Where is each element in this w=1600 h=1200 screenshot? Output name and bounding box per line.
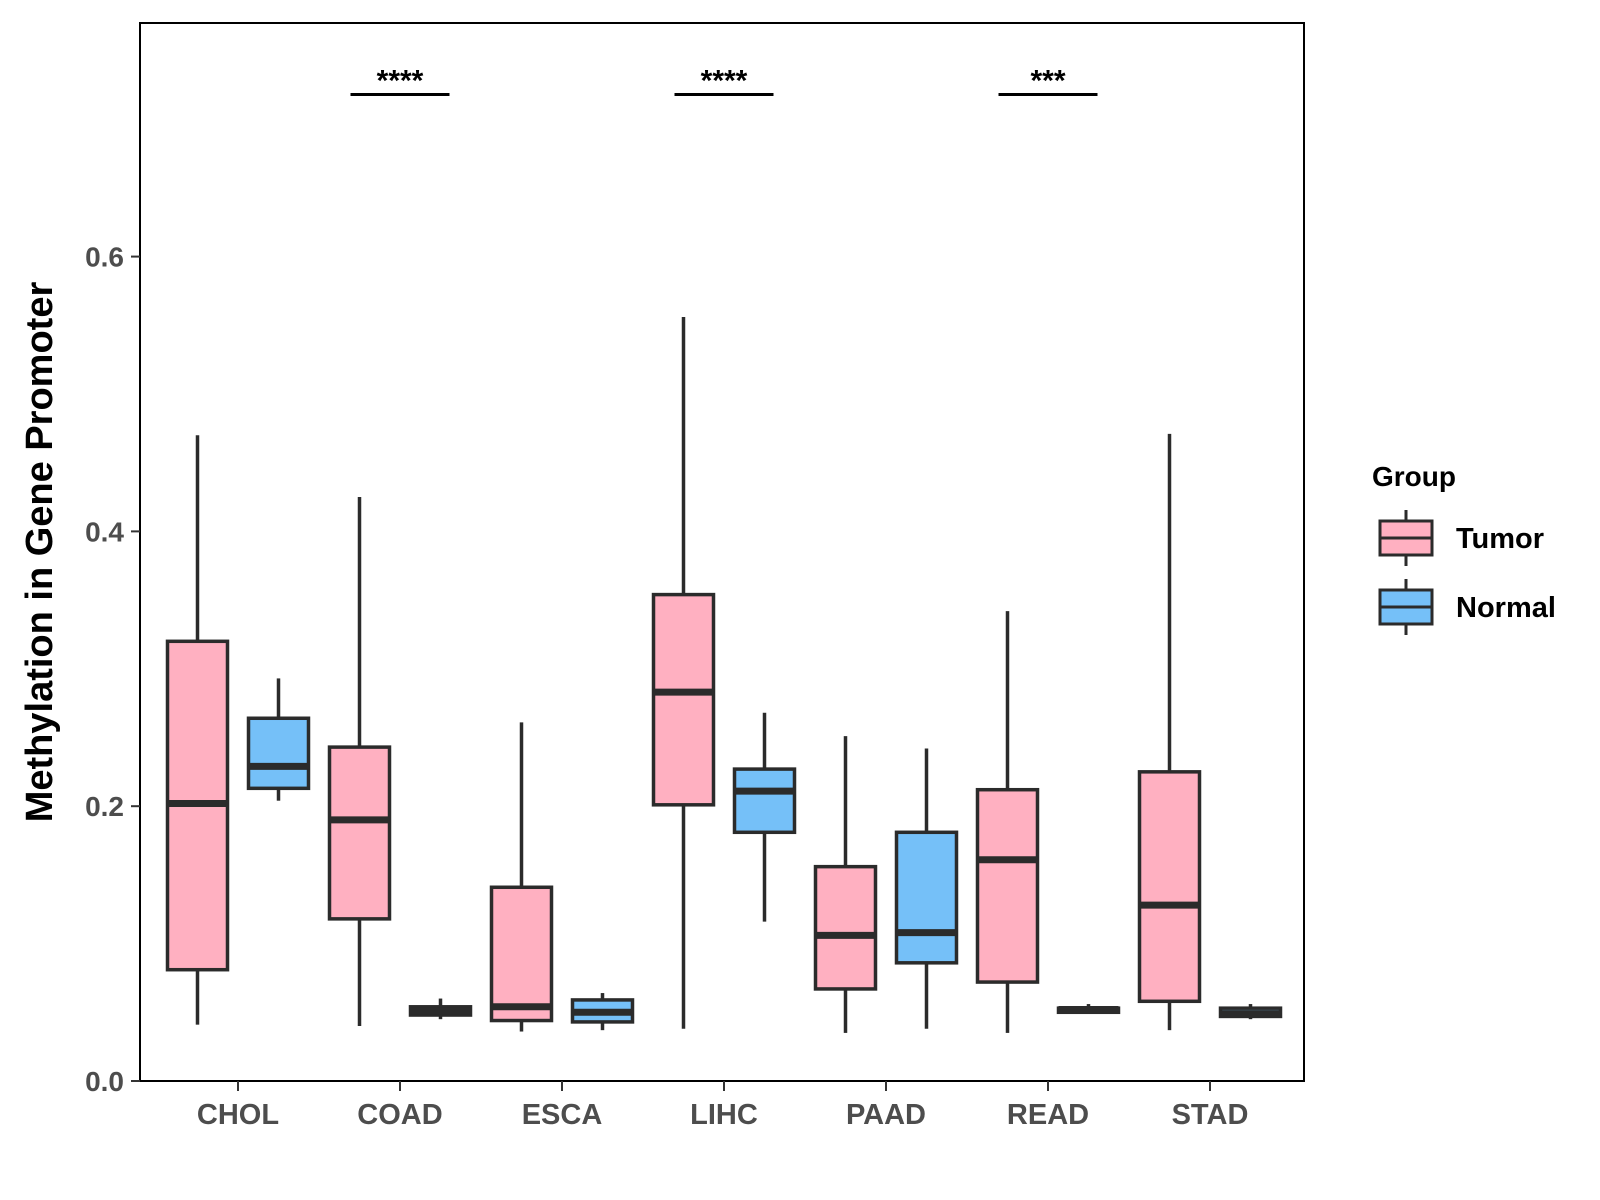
box-iqr	[732, 767, 797, 835]
x-tick-label-chol: CHOL	[197, 1099, 279, 1131]
box-tumor-lihc	[651, 317, 716, 1029]
x-tick-label-lihc: LIHC	[690, 1099, 758, 1131]
y-tick-label: 0.6	[85, 242, 124, 273]
x-tick-label-stad: STAD	[1172, 1099, 1249, 1131]
legend: Group Tumor Normal	[1372, 461, 1556, 635]
box-normal-paad	[894, 748, 959, 1029]
significance-label: ****	[377, 64, 424, 97]
y-tick-label: 0.2	[85, 791, 124, 822]
boxes-layer	[165, 317, 1283, 1033]
legend-entries: Tumor Normal	[1378, 510, 1556, 635]
box-tumor-stad	[1137, 433, 1202, 1031]
y-axis: 0.0 0.2 0.4 0.6	[85, 23, 141, 1097]
box-tumor-chol	[165, 435, 230, 1025]
box-iqr	[651, 592, 716, 807]
box-iqr	[246, 716, 311, 791]
box-tumor-esca	[489, 722, 554, 1032]
y-tick-label: 0.0	[85, 1066, 124, 1097]
box-tumor-read	[975, 611, 1040, 1033]
significance-label: ***	[1030, 64, 1065, 97]
y-axis-title: Methylation in Gene Promoter	[19, 282, 61, 823]
box-iqr	[1137, 770, 1202, 1004]
box-tumor-paad	[813, 736, 878, 1033]
box-iqr	[327, 745, 392, 921]
box-normal-stad	[1218, 1004, 1283, 1020]
box-iqr	[975, 787, 1040, 984]
box-normal-chol	[246, 678, 311, 801]
y-tick-label: 0.4	[85, 516, 124, 547]
plot-panel-border	[139, 22, 1305, 1082]
significance-label: ****	[701, 64, 748, 97]
box-normal-read	[1056, 1004, 1121, 1015]
x-tick-label-paad: PAAD	[846, 1099, 926, 1131]
legend-entry-normal: Normal	[1378, 579, 1556, 635]
legend-title: Group	[1372, 461, 1456, 492]
box-tumor-coad	[327, 497, 392, 1027]
significance-layer: **** **** ***	[350, 64, 1098, 97]
box-normal-coad	[408, 998, 473, 1020]
box-normal-esca	[570, 993, 635, 1031]
legend-label: Normal	[1456, 592, 1556, 624]
box-iqr	[894, 830, 959, 965]
box-iqr	[813, 864, 878, 991]
x-tick-label-esca: ESCA	[522, 1099, 603, 1131]
x-axis: CHOL COAD ESCA LIHC PAAD READ STAD	[140, 1080, 1304, 1131]
box-iqr	[489, 885, 554, 1023]
x-tick-label-read: READ	[1007, 1099, 1089, 1131]
box-normal-lihc	[732, 712, 797, 922]
x-tick-label-coad: COAD	[357, 1099, 442, 1131]
legend-entry-tumor: Tumor	[1378, 510, 1544, 566]
legend-label: Tumor	[1456, 523, 1544, 555]
